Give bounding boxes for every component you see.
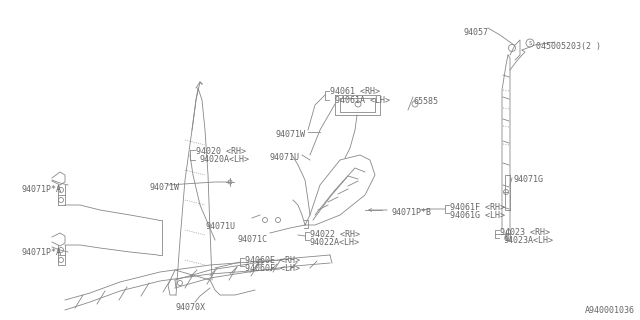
Text: 94061G <LH>: 94061G <LH> xyxy=(450,211,505,220)
Text: 94071U: 94071U xyxy=(270,153,300,162)
Text: 94071G: 94071G xyxy=(513,175,543,184)
Text: 045005203(2 ): 045005203(2 ) xyxy=(536,42,601,51)
Text: 94071P*B: 94071P*B xyxy=(392,208,432,217)
Text: 65585: 65585 xyxy=(413,97,438,106)
Text: 94071U: 94071U xyxy=(205,222,235,231)
Text: 94061 <RH>: 94061 <RH> xyxy=(330,87,380,96)
Text: 94023 <RH>: 94023 <RH> xyxy=(500,228,550,237)
Text: 94061A <LH>: 94061A <LH> xyxy=(335,96,390,105)
Text: 94022 <RH>: 94022 <RH> xyxy=(310,230,360,239)
Text: 94071W: 94071W xyxy=(276,130,306,139)
Text: 94061F <RH>: 94061F <RH> xyxy=(450,203,505,212)
Text: 94071P*A: 94071P*A xyxy=(22,185,62,194)
Text: A940001036: A940001036 xyxy=(585,306,635,315)
Text: 94060F <LH>: 94060F <LH> xyxy=(245,264,300,273)
Text: 94071C: 94071C xyxy=(238,235,268,244)
Text: 94022A<LH>: 94022A<LH> xyxy=(310,238,360,247)
Text: 94070X: 94070X xyxy=(175,303,205,312)
Text: 94071W: 94071W xyxy=(150,183,180,192)
Text: 94071P*A: 94071P*A xyxy=(22,248,62,257)
Text: 94023A<LH>: 94023A<LH> xyxy=(504,236,554,245)
Text: 94057: 94057 xyxy=(463,28,488,37)
Text: 94020 <RH>: 94020 <RH> xyxy=(196,147,246,156)
Text: 94020A<LH>: 94020A<LH> xyxy=(200,155,250,164)
Text: S: S xyxy=(529,41,532,45)
Text: 94060E <RH>: 94060E <RH> xyxy=(245,256,300,265)
